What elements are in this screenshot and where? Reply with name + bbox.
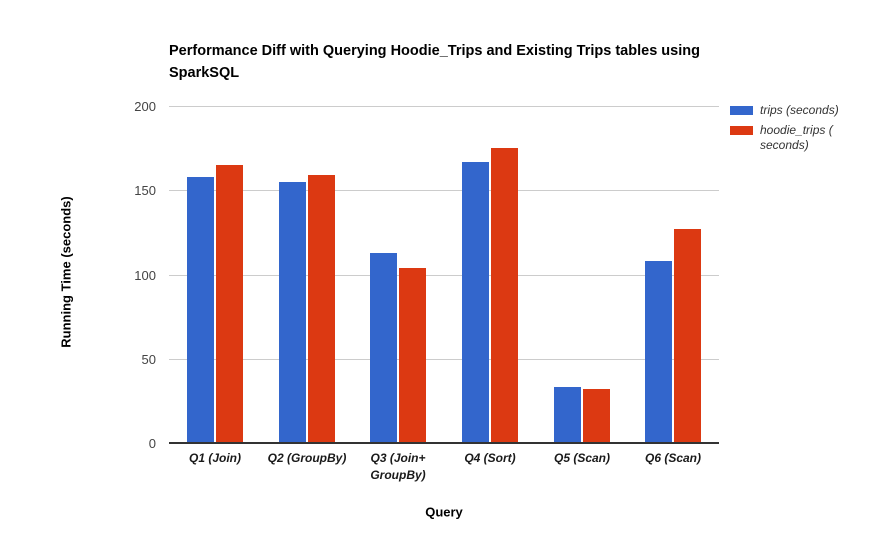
bar	[583, 389, 610, 443]
bar	[279, 182, 306, 443]
bar	[308, 175, 335, 443]
gridline	[169, 190, 719, 192]
legend-color-swatch	[730, 126, 753, 135]
bar	[187, 177, 214, 443]
y-axis-tick-label: 200	[134, 99, 156, 114]
x-axis-line	[169, 442, 719, 444]
bar	[674, 229, 701, 443]
gridline	[169, 358, 719, 360]
bar	[370, 253, 397, 443]
bar	[645, 261, 672, 443]
legend-label: hoodie_trips ( seconds)	[760, 123, 833, 152]
bar	[554, 387, 581, 443]
gridline	[169, 274, 719, 276]
plot-area	[169, 106, 719, 444]
bar	[216, 165, 243, 443]
x-axis-category-label: Q5 (Scan)	[553, 451, 610, 465]
legend-color-swatch	[730, 106, 753, 115]
x-axis-category-label: Q6 (Scan)	[644, 451, 701, 465]
y-axis-title: Running Time (seconds)	[58, 196, 74, 348]
legend-label: trips (seconds)	[760, 103, 839, 117]
x-axis-category-label: Q4 (Sort)	[464, 451, 516, 465]
gridline	[169, 106, 719, 107]
bar	[462, 162, 489, 443]
y-axis-tick-label: 150	[134, 183, 156, 198]
x-axis-category-label: Q2 (GroupBy)	[267, 451, 347, 465]
y-axis-tick-label: 100	[134, 268, 156, 283]
x-axis-title: Query	[425, 504, 463, 520]
legend: trips (seconds) hoodie_trips ( seconds)	[730, 103, 885, 158]
x-axis-category-label: Q3 (Join+ GroupBy)	[370, 451, 426, 482]
y-axis-tick-label: 50	[141, 352, 156, 367]
legend-item: hoodie_trips ( seconds)	[730, 123, 885, 153]
bar	[399, 268, 426, 443]
y-axis-tick-label: 0	[148, 436, 156, 451]
x-axis-category-label: Q1 (Join)	[188, 451, 241, 465]
legend-item: trips (seconds)	[730, 103, 885, 118]
chart-title: Performance Diff with Querying Hoodie_Tr…	[169, 43, 700, 81]
bar	[491, 148, 518, 443]
